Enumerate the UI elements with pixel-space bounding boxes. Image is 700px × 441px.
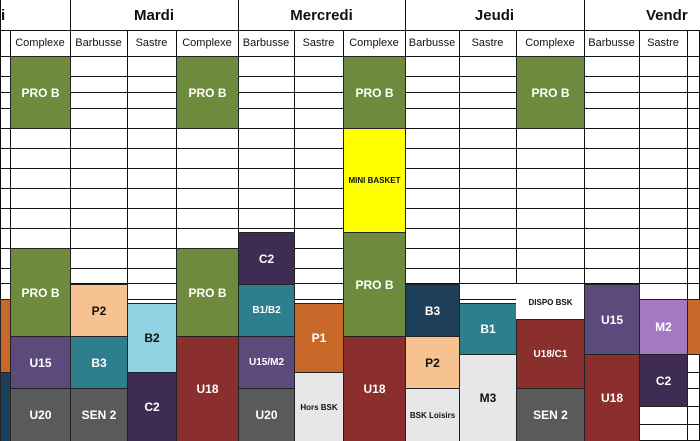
grid-col-line bbox=[10, 30, 11, 441]
schedule-block[interactable]: PRO B bbox=[343, 232, 406, 337]
column-header-1: Complexe bbox=[15, 37, 65, 49]
grid-col-line bbox=[127, 30, 128, 441]
schedule-block[interactable]: C2 bbox=[238, 232, 295, 285]
schedule-block[interactable]: U15 bbox=[10, 336, 71, 389]
schedule-block[interactable]: M2 bbox=[639, 299, 688, 355]
column-header-12: Sastre bbox=[647, 37, 679, 49]
schedule-block[interactable]: P1 bbox=[294, 303, 344, 373]
schedule-block[interactable]: SEN 2 bbox=[516, 388, 585, 441]
schedule-block[interactable] bbox=[0, 299, 11, 373]
column-header-7: Complexe bbox=[349, 37, 399, 49]
schedule-block[interactable]: B1 bbox=[459, 303, 517, 355]
column-header-11: Barbusse bbox=[588, 37, 635, 49]
schedule-block[interactable]: B3 bbox=[70, 336, 128, 389]
schedule-block[interactable]: PRO B bbox=[10, 248, 71, 337]
schedule-block[interactable]: PRO B bbox=[176, 56, 239, 129]
schedule-block[interactable]: U18/C1 bbox=[516, 319, 585, 389]
column-header-0 bbox=[0, 30, 10, 56]
schedule-block[interactable]: U20 bbox=[238, 388, 295, 441]
schedule-block[interactable]: U15 bbox=[584, 284, 640, 355]
schedule-block[interactable]: Hors BSK bbox=[294, 372, 344, 441]
schedule-block[interactable]: C2 bbox=[639, 354, 688, 407]
schedule-block[interactable]: U18 bbox=[176, 336, 239, 441]
grid-col-line bbox=[70, 0, 71, 441]
schedule-block[interactable]: BSK Loisirs bbox=[405, 388, 460, 441]
schedule-block[interactable]: C2 bbox=[127, 372, 177, 441]
schedule-block[interactable]: B3 bbox=[405, 284, 460, 337]
schedule-block[interactable]: B1/B2 bbox=[238, 284, 295, 337]
column-header-6: Sastre bbox=[302, 37, 335, 49]
column-header-9: Sastre bbox=[471, 37, 504, 49]
schedule-block[interactable]: PRO B bbox=[516, 56, 585, 129]
grid-col-line bbox=[687, 30, 688, 441]
grid-row-line bbox=[0, 30, 700, 31]
schedule-block[interactable]: PRO B bbox=[176, 248, 239, 337]
grid-col-line bbox=[459, 30, 460, 441]
column-header-10: Complexe bbox=[525, 37, 575, 49]
column-header-2: Barbusse bbox=[75, 37, 122, 49]
column-header-3: Sastre bbox=[135, 37, 168, 49]
day-header-3: Jeudi bbox=[474, 6, 515, 24]
schedule-block[interactable] bbox=[687, 299, 700, 355]
column-header-13 bbox=[687, 30, 700, 56]
schedule-block[interactable] bbox=[0, 372, 11, 441]
schedule-block[interactable]: U20 bbox=[10, 388, 71, 441]
schedule-block[interactable]: B2 bbox=[127, 303, 177, 373]
schedule-block[interactable]: U18 bbox=[584, 354, 640, 441]
schedule-block[interactable]: PRO B bbox=[10, 56, 71, 129]
day-header-2: Mercredi bbox=[290, 6, 353, 24]
grid-col-line bbox=[584, 0, 585, 441]
day-header-0: i bbox=[1, 6, 6, 24]
grid-col-line bbox=[176, 30, 177, 441]
schedule-block[interactable]: P2 bbox=[70, 284, 128, 337]
schedule-block[interactable]: U18 bbox=[343, 336, 406, 441]
schedule-block[interactable]: DISPO BSK bbox=[516, 284, 585, 320]
schedule-block[interactable]: P2 bbox=[405, 336, 460, 389]
schedule-block[interactable]: U15/M2 bbox=[238, 336, 295, 389]
schedule-block[interactable]: SEN 2 bbox=[70, 388, 128, 441]
grid-col-line bbox=[639, 30, 640, 441]
schedule-block[interactable]: MINI BASKET bbox=[343, 128, 406, 233]
grid-col-line bbox=[0, 0, 1, 441]
day-header-1: Mardi bbox=[133, 6, 174, 24]
grid-col-line bbox=[238, 0, 239, 441]
schedule-block[interactable]: M3 bbox=[459, 354, 517, 441]
schedule-block[interactable]: PRO B bbox=[343, 56, 406, 129]
column-header-5: Barbusse bbox=[242, 37, 290, 49]
column-header-4: Complexe bbox=[182, 37, 232, 49]
grid-col-line bbox=[516, 30, 517, 441]
day-header-4: Vendr bbox=[646, 6, 688, 24]
column-header-8: Barbusse bbox=[408, 37, 456, 49]
